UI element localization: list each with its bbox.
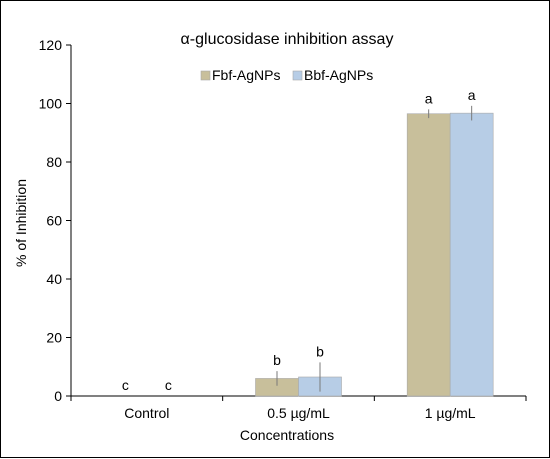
significance-label: b [273,352,281,368]
x-tick-label: 0.5 µg/mL [267,405,330,421]
legend-label: Bbf-AgNPs [304,67,373,83]
axes: 0 20 40 60 80 100 120 Control 0.5 µg/mL 1 µg/mL [39,37,527,421]
y-tick-label: 100 [39,96,63,112]
significance-label: a [425,90,433,106]
significance-label: b [316,343,324,359]
y-tick-label: 120 [39,37,63,53]
y-axis-title: % of Inhibition [13,179,29,267]
x-tick-label: 1 µg/mL [425,405,476,421]
significance-label: c [122,377,129,393]
significance-label: a [468,87,476,103]
chart-title: α-glucosidase inhibition assay [181,31,394,48]
x-axis-title: Concentrations [240,427,334,443]
bar [406,113,451,397]
y-tick-label: 80 [46,154,62,170]
significance-label: c [165,377,172,393]
y-tick-label: 40 [46,271,62,287]
legend: Fbf-AgNPs Bbf-AgNPs [200,67,373,83]
legend-swatch [292,70,303,81]
y-tick-label: 0 [54,388,62,404]
legend-label: Fbf-AgNPs [212,67,280,83]
x-tick-label: Control [124,405,169,421]
bars: c c b b a a [122,87,494,397]
legend-swatch [200,70,211,81]
bar [449,112,494,397]
y-tick-label: 60 [46,213,62,229]
y-tick-label: 20 [46,330,62,346]
